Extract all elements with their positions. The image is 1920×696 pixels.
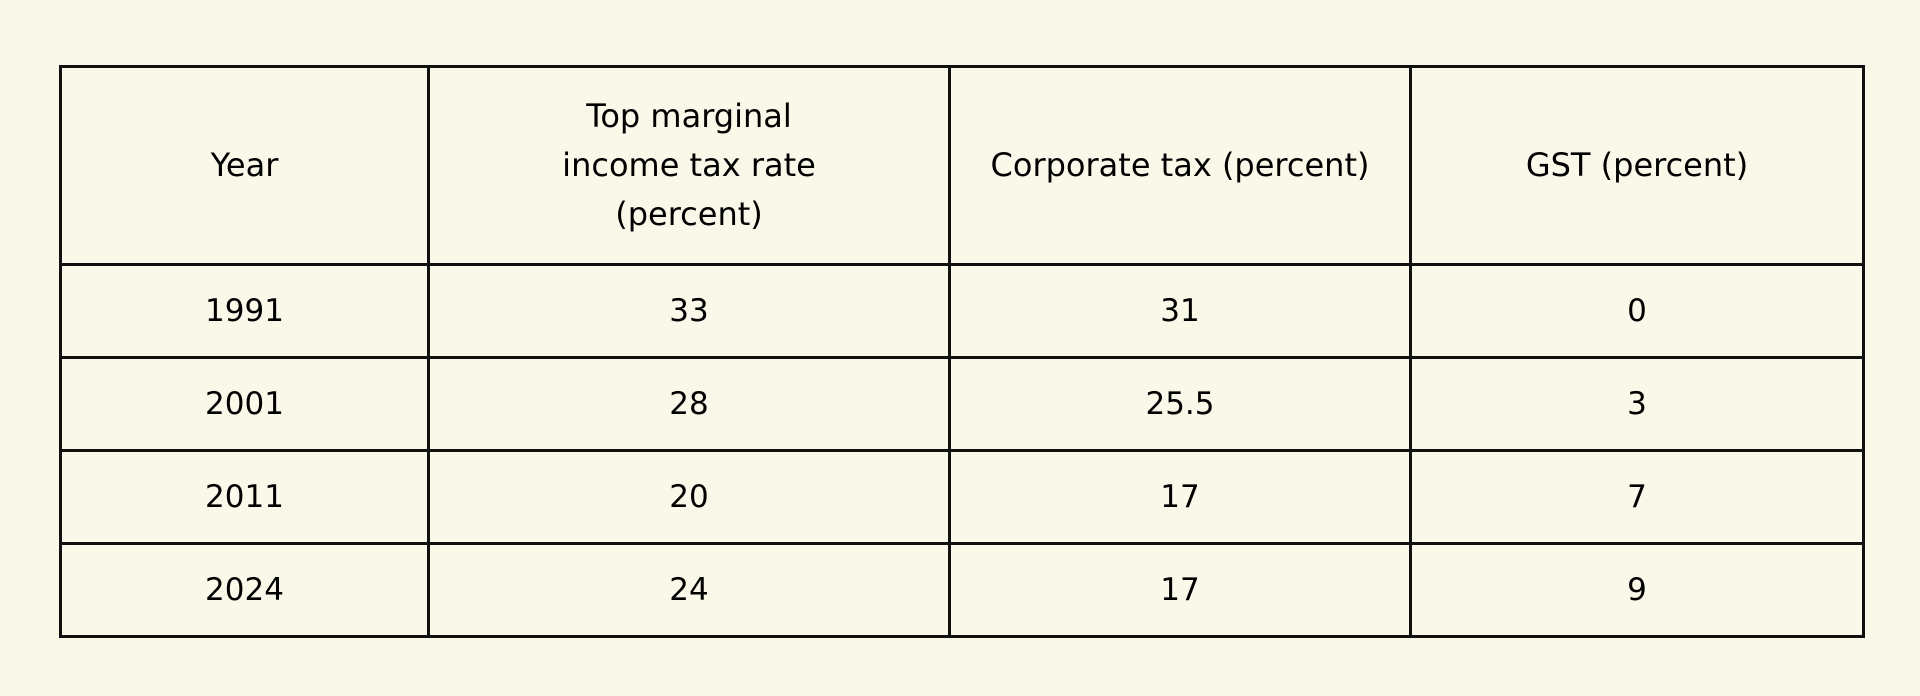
table-row: 1991 33 31 0 [59, 263, 1865, 359]
header-gst-label: GST (percent) [1525, 146, 1749, 184]
cell-year: 2011 [59, 449, 430, 545]
cell-gst: 9 [1409, 542, 1865, 638]
cell-corporate-tax: 17 [948, 542, 1412, 638]
cell-corporate-tax: 17 [948, 449, 1412, 545]
cell-income-tax: 24 [427, 542, 951, 638]
cell-gst: 7 [1409, 449, 1865, 545]
tax-rates-table: Year Top marginal income tax rate (perce… [59, 65, 1865, 638]
cell-year: 1991 [59, 263, 430, 359]
cell-income-tax: 28 [427, 356, 951, 452]
header-row: Year Top marginal income tax rate (perce… [59, 65, 1865, 266]
cell-corporate-tax: 31 [948, 263, 1412, 359]
cell-corporate-tax: 25.5 [948, 356, 1412, 452]
header-year: Year [59, 65, 430, 266]
header-gst: GST (percent) [1409, 65, 1865, 266]
header-top-marginal-income-tax: Top marginal income tax rate (percent) [427, 65, 951, 266]
table-row: 2011 20 17 7 [59, 449, 1865, 545]
cell-gst: 0 [1409, 263, 1865, 359]
header-corporate-label: Corporate tax (percent) [990, 146, 1370, 184]
header-income-label: Top marginal income tax rate (percent) [562, 97, 816, 233]
header-corporate-tax: Corporate tax (percent) [948, 65, 1412, 266]
table-header: Year Top marginal income tax rate (perce… [59, 65, 1865, 266]
cell-year: 2001 [59, 356, 430, 452]
cell-income-tax: 33 [427, 263, 951, 359]
cell-year: 2024 [59, 542, 430, 638]
header-year-label: Year [210, 146, 279, 184]
cell-gst: 3 [1409, 356, 1865, 452]
table-body: 1991 33 31 0 2001 28 25.5 3 2011 20 17 7… [59, 263, 1865, 638]
table-row: 2024 24 17 9 [59, 542, 1865, 638]
cell-income-tax: 20 [427, 449, 951, 545]
table-row: 2001 28 25.5 3 [59, 356, 1865, 452]
